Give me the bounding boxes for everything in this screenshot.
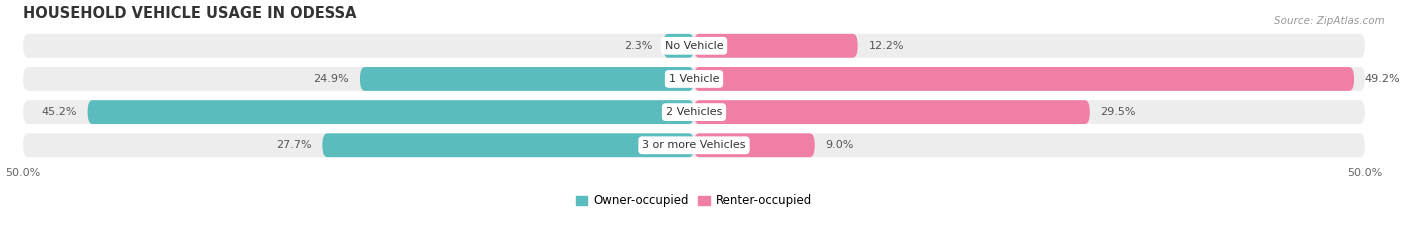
FancyBboxPatch shape: [664, 34, 695, 58]
FancyBboxPatch shape: [695, 34, 858, 58]
Text: 2 Vehicles: 2 Vehicles: [666, 107, 723, 117]
Text: 27.7%: 27.7%: [276, 140, 312, 150]
Text: Source: ZipAtlas.com: Source: ZipAtlas.com: [1274, 16, 1385, 26]
Legend: Owner-occupied, Renter-occupied: Owner-occupied, Renter-occupied: [571, 190, 817, 212]
FancyBboxPatch shape: [22, 133, 1365, 157]
Text: 29.5%: 29.5%: [1101, 107, 1136, 117]
Text: 24.9%: 24.9%: [314, 74, 349, 84]
FancyBboxPatch shape: [22, 67, 1365, 91]
Text: No Vehicle: No Vehicle: [665, 41, 723, 51]
Text: 45.2%: 45.2%: [41, 107, 77, 117]
Text: 9.0%: 9.0%: [825, 140, 853, 150]
FancyBboxPatch shape: [322, 133, 695, 157]
Text: 1 Vehicle: 1 Vehicle: [669, 74, 720, 84]
FancyBboxPatch shape: [695, 67, 1354, 91]
FancyBboxPatch shape: [87, 100, 695, 124]
FancyBboxPatch shape: [22, 100, 1365, 124]
FancyBboxPatch shape: [695, 133, 814, 157]
Text: HOUSEHOLD VEHICLE USAGE IN ODESSA: HOUSEHOLD VEHICLE USAGE IN ODESSA: [22, 6, 357, 21]
Text: 2.3%: 2.3%: [624, 41, 652, 51]
Text: 49.2%: 49.2%: [1365, 74, 1400, 84]
Text: 3 or more Vehicles: 3 or more Vehicles: [643, 140, 745, 150]
Text: 12.2%: 12.2%: [869, 41, 904, 51]
FancyBboxPatch shape: [360, 67, 695, 91]
FancyBboxPatch shape: [695, 100, 1090, 124]
FancyBboxPatch shape: [22, 34, 1365, 58]
